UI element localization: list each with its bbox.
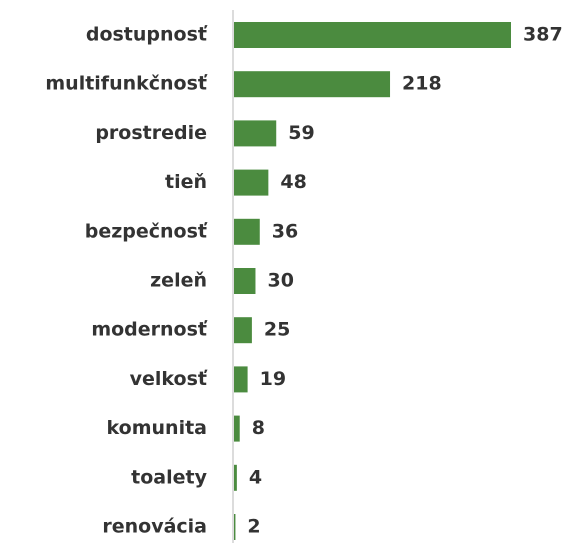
value-label: 387 bbox=[523, 24, 563, 46]
category-label: renovácia bbox=[102, 516, 207, 538]
bar bbox=[234, 71, 391, 98]
category-label: modernosť bbox=[91, 319, 208, 341]
value-label: 8 bbox=[252, 417, 265, 439]
category-label: dostupnosť bbox=[86, 24, 208, 46]
category-label: multifunkčnosť bbox=[45, 73, 208, 95]
category-label: bezpečnosť bbox=[85, 220, 208, 242]
bar bbox=[234, 169, 269, 196]
bar bbox=[234, 514, 236, 540]
category-label: velkosť bbox=[130, 368, 208, 390]
bar bbox=[234, 218, 260, 245]
value-label: 30 bbox=[267, 270, 293, 292]
value-label: 2 bbox=[247, 516, 260, 538]
category-label: toalety bbox=[131, 466, 207, 488]
category-label: komunita bbox=[107, 417, 207, 439]
bar bbox=[234, 317, 252, 344]
value-label: 19 bbox=[260, 368, 286, 390]
value-label: 25 bbox=[264, 319, 290, 341]
value-label: 218 bbox=[402, 73, 442, 95]
category-label: tieň bbox=[165, 171, 207, 193]
category-label: prostredie bbox=[95, 122, 207, 144]
value-label: 48 bbox=[280, 171, 306, 193]
bar bbox=[234, 22, 511, 48]
bar bbox=[234, 464, 237, 491]
bar bbox=[234, 268, 256, 294]
bar bbox=[234, 366, 248, 393]
value-label: 4 bbox=[249, 466, 262, 488]
value-label: 59 bbox=[288, 122, 314, 144]
value-label: 36 bbox=[272, 220, 298, 242]
bar bbox=[234, 415, 240, 442]
category-label: zeleň bbox=[150, 270, 207, 292]
bar bbox=[234, 120, 277, 147]
